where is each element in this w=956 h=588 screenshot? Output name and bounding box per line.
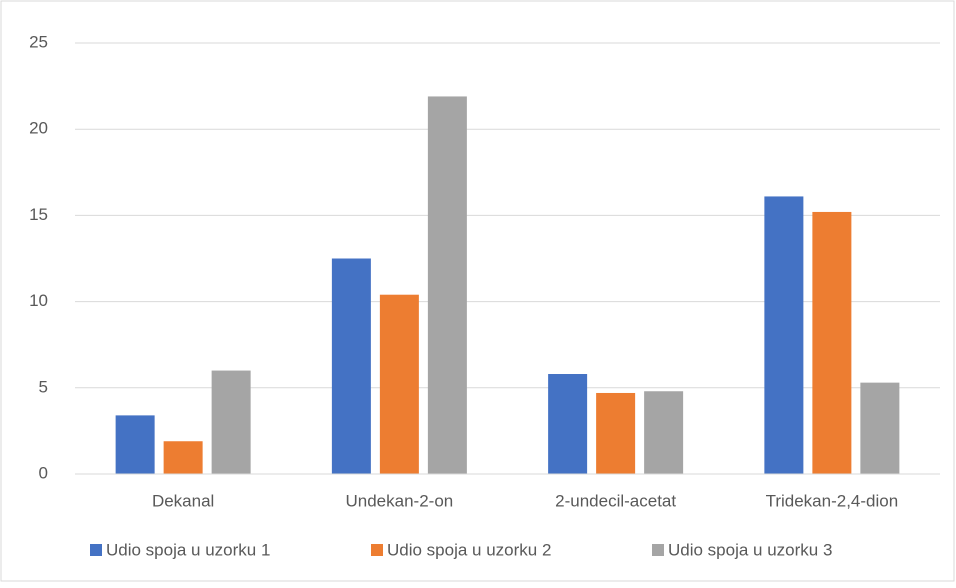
x-tick-label: Tridekan-2,4-dion — [766, 491, 899, 510]
bar — [860, 382, 900, 474]
bar — [211, 370, 251, 474]
y-tick-label: 20 — [29, 119, 48, 138]
legend-swatch — [371, 544, 383, 556]
bar — [427, 96, 467, 474]
bar — [764, 196, 804, 474]
bar — [331, 258, 371, 474]
bar — [548, 374, 588, 474]
legend-label: Udio spoja u uzorku 2 — [387, 540, 551, 559]
x-tick-label: Undekan-2-on — [346, 491, 454, 510]
bar — [644, 391, 684, 474]
x-tick-label: Dekanal — [152, 491, 214, 510]
legend-label: Udio spoja u uzorku 3 — [668, 540, 832, 559]
legend-swatch — [90, 544, 102, 556]
y-tick-label: 10 — [29, 291, 48, 310]
bar — [596, 392, 636, 474]
bar — [379, 294, 419, 474]
y-tick-label: 15 — [29, 205, 48, 224]
y-tick-label: 0 — [39, 463, 48, 482]
x-tick-label: 2-undecil-acetat — [555, 491, 676, 510]
bar — [812, 211, 852, 474]
y-tick-label: 25 — [29, 32, 48, 51]
legend-swatch — [652, 544, 664, 556]
bar — [115, 415, 155, 474]
bar — [163, 441, 203, 474]
y-tick-label: 5 — [39, 377, 48, 396]
legend-label: Udio spoja u uzorku 1 — [106, 540, 270, 559]
